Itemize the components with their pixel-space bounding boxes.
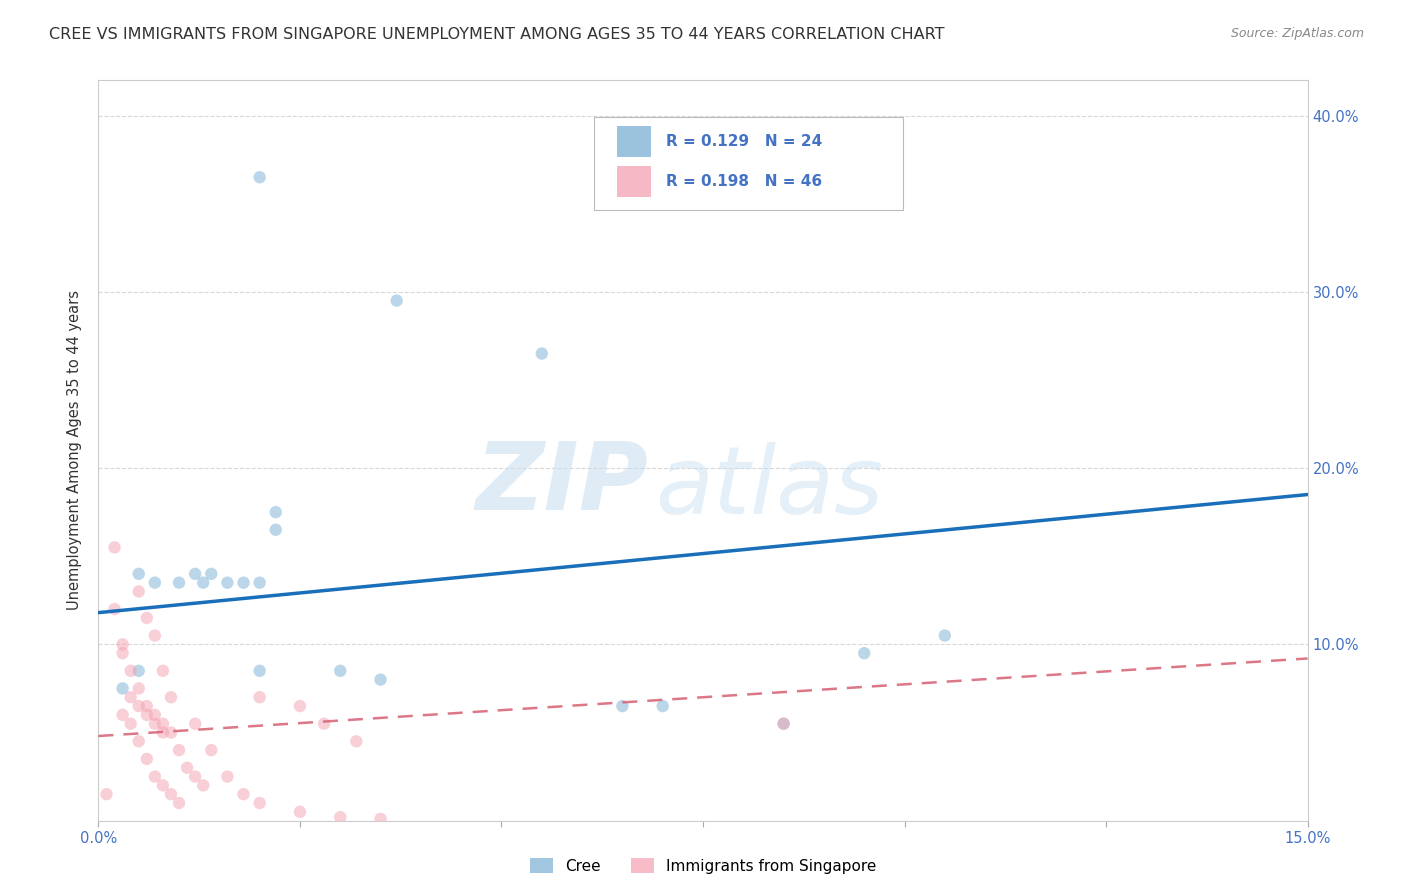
Point	[217, 575, 239, 590]
Point	[288, 699, 311, 714]
Point	[128, 681, 150, 696]
Point	[128, 699, 150, 714]
Text: ZIP: ZIP	[475, 438, 648, 530]
Point	[111, 681, 134, 696]
Point	[612, 699, 634, 714]
Point	[200, 566, 222, 581]
Text: R = 0.129   N = 24: R = 0.129 N = 24	[665, 134, 821, 149]
Point	[370, 812, 392, 826]
Point	[193, 575, 215, 590]
Point	[288, 805, 311, 819]
Point	[370, 673, 392, 687]
Text: atlas: atlas	[655, 442, 883, 533]
Point	[128, 566, 150, 581]
Point	[344, 734, 367, 748]
Point	[184, 566, 207, 581]
Point	[314, 716, 336, 731]
Point	[249, 664, 271, 678]
Point	[193, 778, 215, 792]
Point	[111, 637, 134, 651]
Point	[152, 716, 174, 731]
Point	[853, 646, 876, 660]
Point	[232, 575, 254, 590]
Point	[111, 646, 134, 660]
Point	[143, 628, 166, 642]
Point	[249, 796, 271, 810]
Point	[152, 778, 174, 792]
Point	[128, 734, 150, 748]
Point	[176, 761, 198, 775]
Point	[772, 716, 794, 731]
Text: CREE VS IMMIGRANTS FROM SINGAPORE UNEMPLOYMENT AMONG AGES 35 TO 44 YEARS CORRELA: CREE VS IMMIGRANTS FROM SINGAPORE UNEMPL…	[49, 27, 945, 42]
Point	[329, 664, 352, 678]
Point	[772, 716, 794, 731]
Point	[232, 787, 254, 801]
Point	[249, 170, 271, 185]
Point	[152, 664, 174, 678]
FancyBboxPatch shape	[595, 118, 903, 210]
Point	[120, 690, 142, 705]
Y-axis label: Unemployment Among Ages 35 to 44 years: Unemployment Among Ages 35 to 44 years	[67, 291, 83, 610]
Point	[329, 810, 352, 824]
Point	[135, 707, 157, 722]
Point	[167, 575, 190, 590]
Point	[167, 796, 190, 810]
Point	[128, 664, 150, 678]
Point	[120, 664, 142, 678]
Point	[160, 787, 183, 801]
Point	[184, 716, 207, 731]
Point	[103, 541, 125, 555]
Point	[160, 690, 183, 705]
Point	[135, 752, 157, 766]
Point	[651, 699, 673, 714]
Legend: Cree, Immigrants from Singapore: Cree, Immigrants from Singapore	[523, 852, 883, 880]
Point	[264, 505, 287, 519]
Point	[143, 575, 166, 590]
Point	[264, 523, 287, 537]
Point	[200, 743, 222, 757]
Point	[128, 584, 150, 599]
Point	[120, 716, 142, 731]
Point	[96, 787, 118, 801]
Point	[143, 770, 166, 784]
Point	[135, 699, 157, 714]
Point	[143, 716, 166, 731]
Point	[160, 725, 183, 739]
Point	[249, 575, 271, 590]
Point	[934, 628, 956, 642]
Point	[249, 690, 271, 705]
Point	[217, 770, 239, 784]
Point	[167, 743, 190, 757]
Point	[103, 602, 125, 616]
Point	[111, 707, 134, 722]
Point	[143, 707, 166, 722]
Text: Source: ZipAtlas.com: Source: ZipAtlas.com	[1230, 27, 1364, 40]
Point	[385, 293, 408, 308]
Bar	[617, 126, 651, 157]
Bar	[617, 166, 651, 197]
Point	[135, 611, 157, 625]
Point	[530, 346, 553, 360]
Text: R = 0.198   N = 46: R = 0.198 N = 46	[665, 174, 821, 189]
Point	[184, 770, 207, 784]
Point	[152, 725, 174, 739]
